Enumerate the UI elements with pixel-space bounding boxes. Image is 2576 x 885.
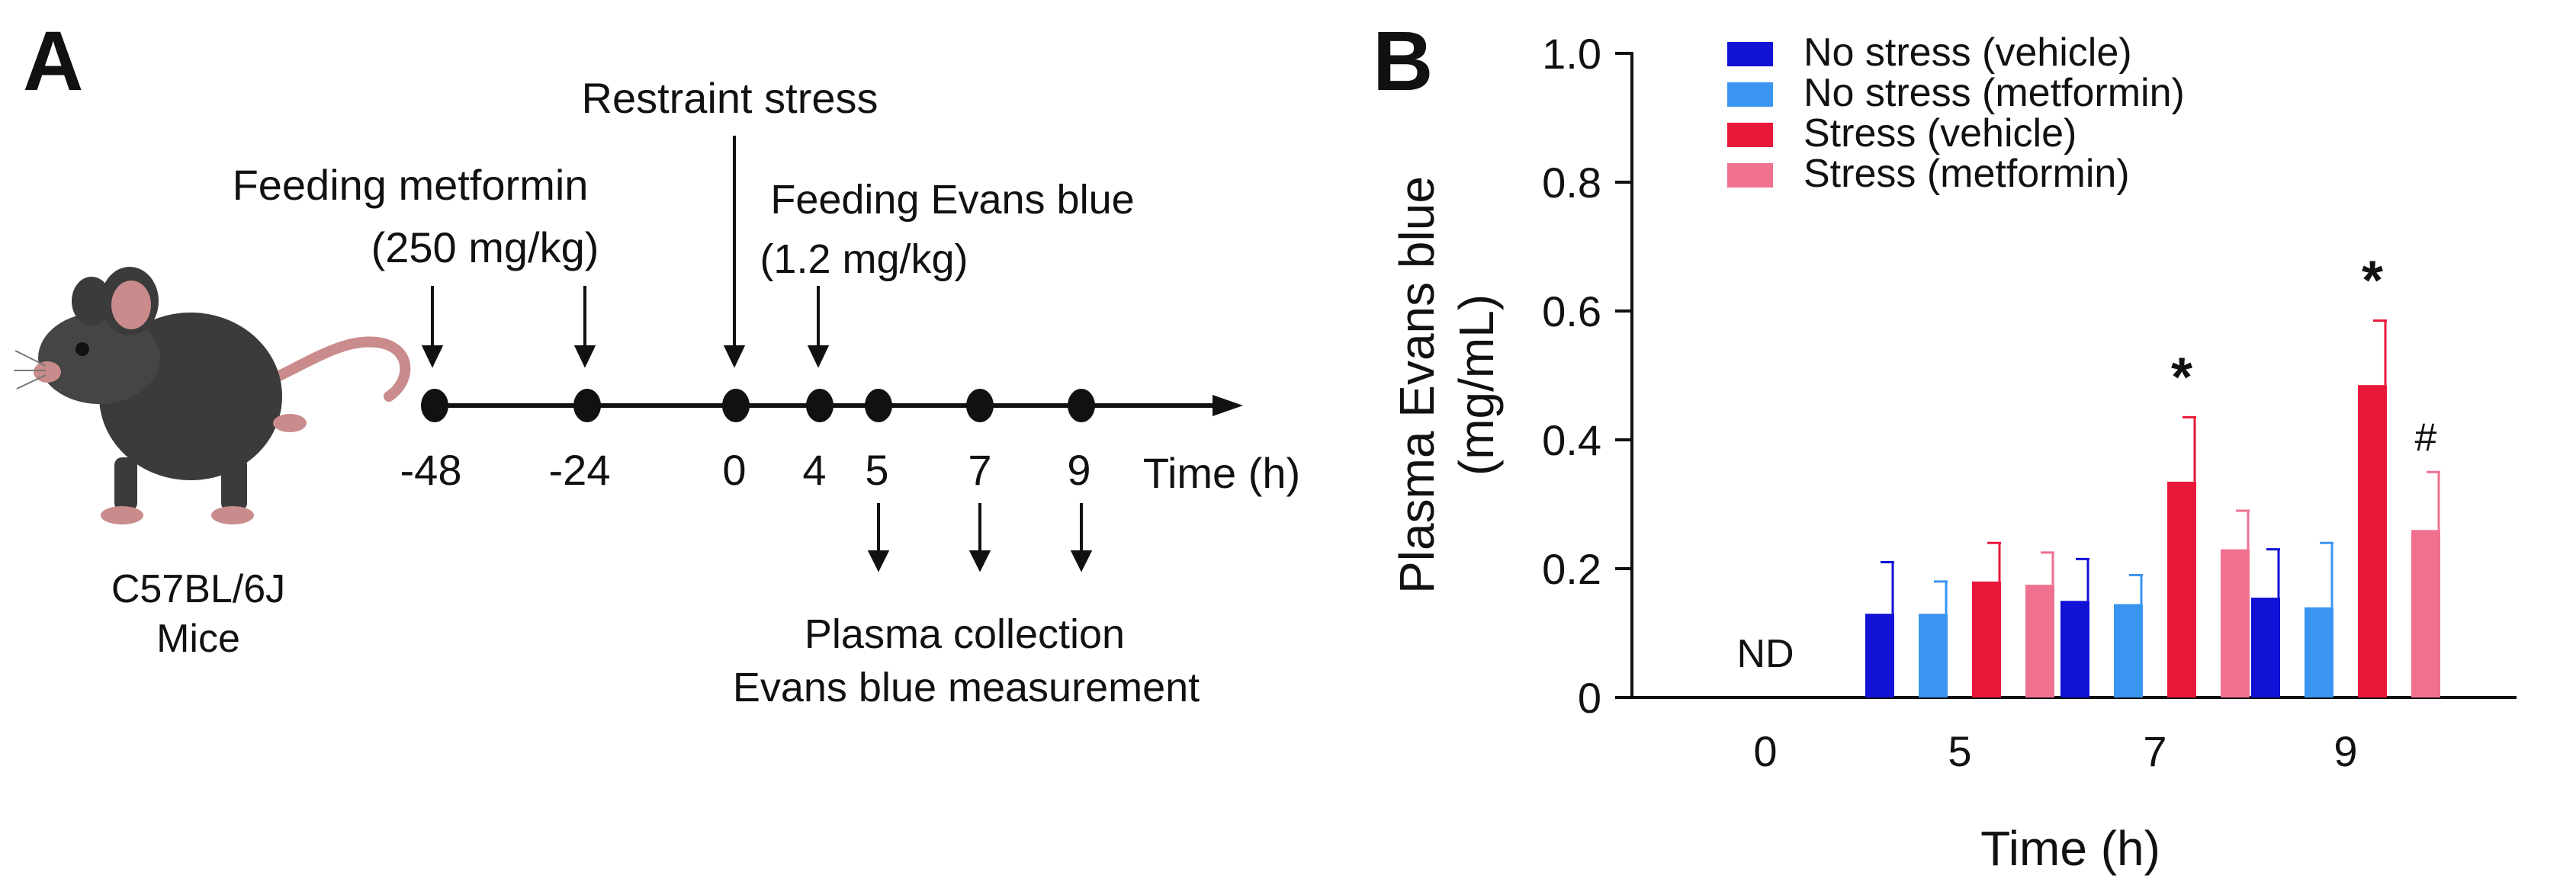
bar: [1919, 614, 1948, 697]
arrowhead-metformin-minus48: [421, 345, 444, 368]
mouse-label-mice: Mice: [156, 617, 240, 661]
legend-label: No stress (metformin): [1804, 71, 2185, 115]
bar: [1972, 581, 2001, 697]
timeline-tick-label: -24: [549, 446, 611, 494]
bar: [2025, 585, 2054, 697]
evans-blue-dose-label: (1.2 mg/kg): [760, 236, 968, 282]
legend-swatch: [1727, 123, 1773, 147]
timeline-tick-label: -48: [400, 446, 462, 494]
arrowhead-collect-7: [968, 550, 991, 572]
mouse-label-strain: C57BL/6J: [111, 567, 285, 611]
x-tick-label: 7: [2143, 727, 2166, 775]
bar: [2221, 549, 2250, 697]
y-axis-ticks: 0 0.2 0.4 0.6 0.8 1.0: [1542, 30, 1632, 722]
bar-series-group: [1865, 319, 2440, 697]
legend-swatch: [1727, 42, 1773, 66]
significance-annotations: * * #: [2171, 251, 2437, 460]
timepoint-5: [865, 389, 892, 422]
dosing-arrows: [421, 136, 830, 368]
metformin-dose-label: (250 mg/kg): [371, 223, 599, 271]
y-tick-label: 1.0: [1542, 30, 1601, 78]
legend: No stress (vehicle) No stress (metformin…: [1727, 30, 2185, 196]
legend-label: Stress (vehicle): [1804, 111, 2077, 156]
timeline-tick-label: 0: [722, 446, 746, 494]
arrowhead-collect-5: [867, 550, 890, 572]
bar: [1865, 614, 1894, 697]
timeline-tick-label: 7: [968, 446, 991, 494]
y-axis-title: Plasma Evans blue (mg/mL): [1389, 176, 1504, 594]
y-tick-label: 0.6: [1542, 287, 1601, 335]
panel-a-label: A: [23, 14, 83, 108]
restraint-stress-label: Restraint stress: [582, 74, 878, 122]
legend-label: No stress (vehicle): [1804, 30, 2132, 75]
arrowhead-collect-9: [1070, 550, 1093, 572]
timeline-points: [421, 389, 1095, 422]
collection-arrows: [867, 503, 1093, 572]
timeline-tick-label: 4: [802, 446, 826, 494]
timepoint-9: [1068, 389, 1095, 422]
bar: [2167, 481, 2196, 697]
bar: [2060, 601, 2089, 697]
y-tick-label: 0: [1578, 674, 1601, 722]
timeline-tick-labels: -48 -24 0 4 5 7 9: [400, 446, 1091, 494]
x-tick-label: 0: [1753, 727, 1777, 775]
significance-marker: #: [2415, 415, 2437, 460]
arrowhead-evans-blue: [807, 345, 830, 368]
y-tick-label: 0.4: [1542, 416, 1601, 464]
timepoint-7: [966, 389, 994, 422]
x-tick-label: 5: [1948, 727, 1971, 775]
y-axis-title-main: Plasma Evans blue: [1389, 176, 1444, 594]
x-axis-ticks: 0 5 7 9: [1753, 727, 2357, 775]
timepoint-4: [806, 389, 834, 422]
not-detected-label: ND: [1736, 632, 1794, 676]
bar: [2358, 385, 2387, 697]
bar: [2251, 598, 2280, 697]
mouse-icon: [14, 267, 411, 524]
arrowhead-metformin-minus24: [573, 345, 596, 368]
evans-blue-measurement-label: Evans blue measurement: [733, 665, 1200, 710]
panel-b-label: B: [1373, 14, 1433, 108]
arrowhead-restraint-stress: [723, 345, 746, 368]
legend-swatch: [1727, 163, 1773, 188]
bar: [2305, 607, 2333, 697]
bar: [2114, 604, 2143, 697]
feeding-evans-blue-label: Feeding Evans blue: [770, 177, 1134, 223]
feeding-metformin-label: Feeding metformin: [233, 161, 589, 209]
x-axis-title: Time (h): [1980, 821, 2160, 876]
y-tick-label: 0.2: [1542, 545, 1601, 593]
y-tick-label: 0.8: [1542, 159, 1601, 207]
legend-swatch: [1727, 82, 1773, 107]
timepoint-minus48: [421, 389, 448, 422]
y-axis-title-unit: (mg/mL): [1449, 294, 1504, 476]
timeline-tick-label: 9: [1067, 446, 1090, 494]
x-tick-label: 9: [2333, 727, 2357, 775]
timepoint-0: [722, 389, 750, 422]
plasma-collection-label: Plasma collection: [805, 611, 1125, 657]
significance-marker: *: [2362, 251, 2383, 312]
significance-marker: *: [2171, 347, 2192, 408]
timeline-tick-label: 5: [865, 446, 888, 494]
legend-label: Stress (metformin): [1804, 152, 2130, 196]
timeline-axis-label: Time (h): [1143, 449, 1300, 497]
timepoint-minus24: [573, 389, 601, 422]
bar: [2411, 530, 2440, 697]
timeline-arrowhead: [1213, 395, 1243, 416]
